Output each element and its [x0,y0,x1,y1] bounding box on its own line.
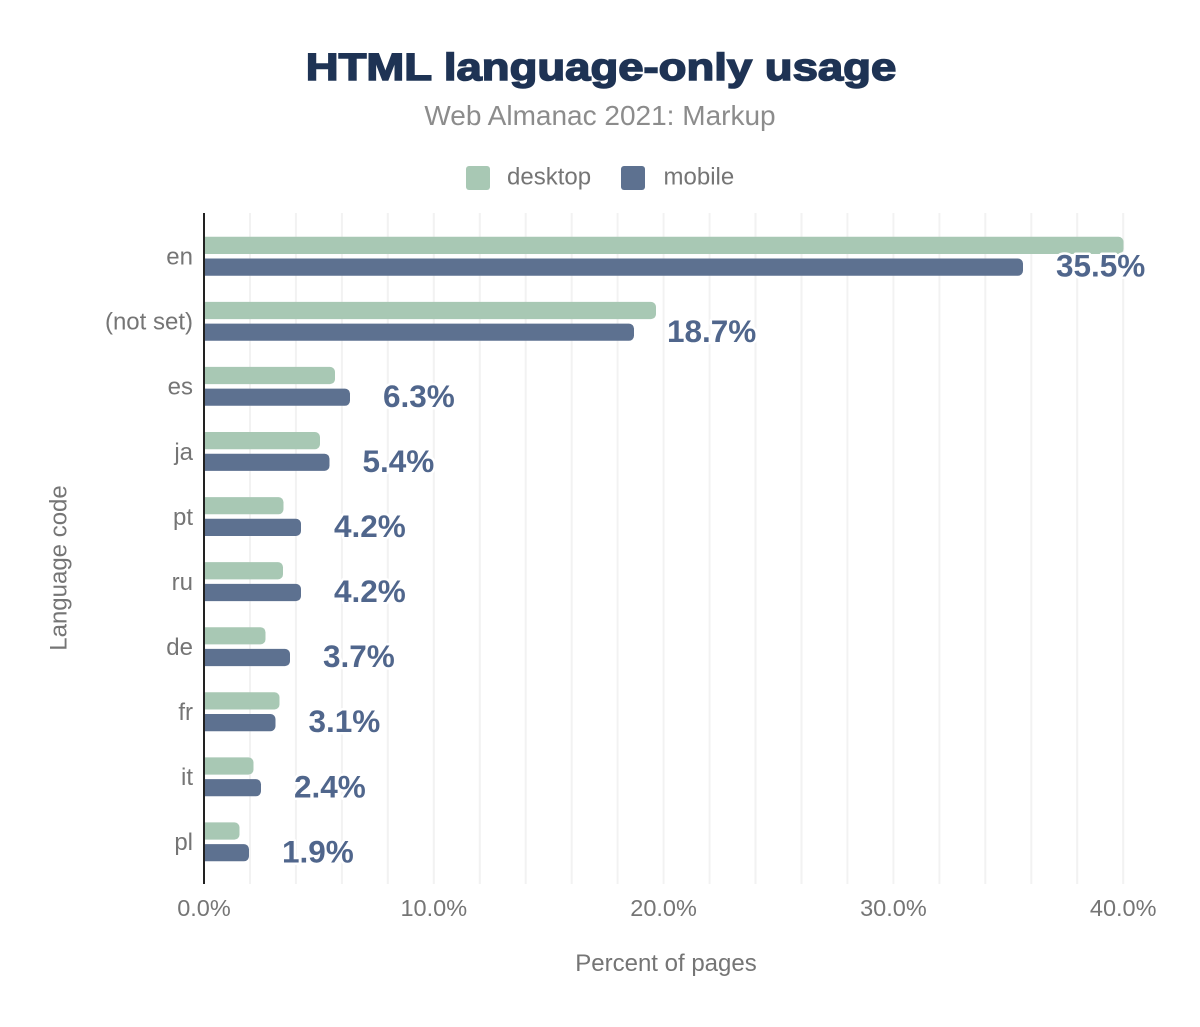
svg-text:Language code: Language code [46,485,73,651]
svg-text:es: es [168,374,193,401]
svg-text:de: de [166,634,193,661]
svg-text:Percent of pages: Percent of pages [575,950,756,977]
svg-text:30.0%: 30.0% [860,895,927,921]
svg-text:en: en [166,244,193,271]
svg-text:4.2%: 4.2% [334,573,406,609]
svg-text:35.5%: 35.5% [1056,248,1145,284]
svg-text:6.3%: 6.3% [383,378,455,414]
svg-text:40.0%: 40.0% [1090,895,1157,921]
svg-text:pl: pl [174,829,193,856]
svg-text:3.7%: 3.7% [323,638,395,674]
svg-text:ja: ja [173,439,193,466]
svg-text:2.4%: 2.4% [294,768,366,804]
svg-text:mobile: mobile [664,164,735,191]
svg-text:20.0%: 20.0% [630,895,697,921]
svg-text:3.1%: 3.1% [309,703,381,739]
svg-text:pt: pt [173,504,193,531]
svg-text:4.2%: 4.2% [334,508,406,544]
svg-text:0.0%: 0.0% [177,895,231,921]
svg-text:5.4%: 5.4% [363,443,435,479]
svg-text:HTML language-only usage: HTML language-only usage [306,46,896,89]
svg-text:fr: fr [178,699,193,726]
svg-text:it: it [181,764,193,791]
svg-text:1.9%: 1.9% [282,833,354,869]
svg-text:desktop: desktop [507,164,591,191]
svg-text:18.7%: 18.7% [667,313,756,349]
svg-text:ru: ru [172,569,193,596]
svg-text:(not set): (not set) [105,309,193,336]
svg-text:Web Almanac 2021: Markup: Web Almanac 2021: Markup [424,100,775,131]
svg-text:10.0%: 10.0% [400,895,467,921]
